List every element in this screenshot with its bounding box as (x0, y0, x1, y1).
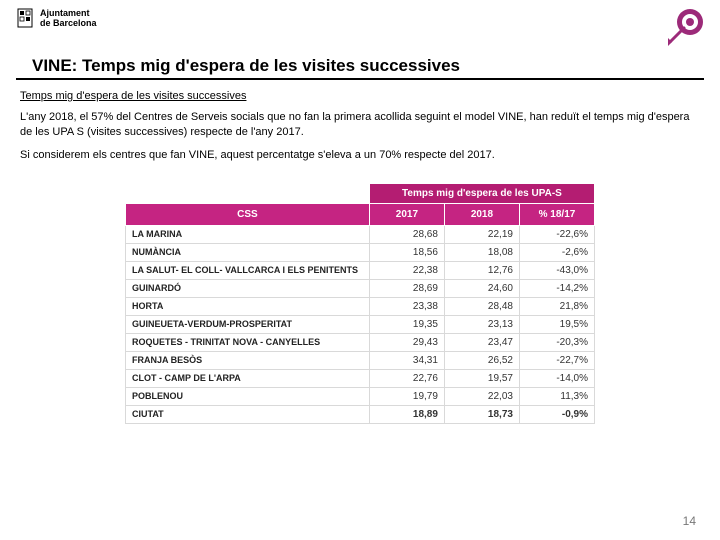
row-pct: -22,7% (519, 351, 594, 369)
row-pct: 11,3% (519, 387, 594, 405)
row-2017: 28,69 (369, 279, 444, 297)
table-row: LA SALUT- EL COLL- VALLCARCA I ELS PENIT… (126, 261, 595, 279)
row-2017: 18,56 (369, 243, 444, 261)
org-logo: Ajuntament de Barcelona (16, 8, 97, 30)
row-2017: 34,31 (369, 351, 444, 369)
row-2018: 18,08 (444, 243, 519, 261)
data-table: Temps mig d'espera de les UPA-S CSS 2017… (125, 183, 595, 424)
row-pct: -22,6% (519, 225, 594, 243)
table-spacer (126, 183, 370, 203)
table-row: LA MARINA28,6822,19-22,6% (126, 225, 595, 243)
table-row: CLOT - CAMP DE L'ARPA22,7619,57-14,0% (126, 369, 595, 387)
table-row: GUINARDÓ28,6924,60-14,2% (126, 279, 595, 297)
col-header-2017: 2017 (369, 203, 444, 225)
row-pct: -20,3% (519, 333, 594, 351)
table-super-header: Temps mig d'espera de les UPA-S (369, 183, 594, 203)
row-2018: 22,03 (444, 387, 519, 405)
total-2017: 18,89 (369, 405, 444, 423)
paragraph-2: Si considerem els centres que fan VINE, … (0, 148, 720, 171)
row-2018: 23,13 (444, 315, 519, 333)
table-row: GUINEUETA-VERDUM-PROSPERITAT19,3523,1319… (126, 315, 595, 333)
row-label: HORTA (126, 297, 370, 315)
paragraph-1: L'any 2018, el 57% del Centres de Servei… (0, 110, 720, 148)
row-2017: 28,68 (369, 225, 444, 243)
col-header-pct: % 18/17 (519, 203, 594, 225)
org-name-line2: de Barcelona (40, 19, 97, 29)
row-2018: 28,48 (444, 297, 519, 315)
row-2018: 12,76 (444, 261, 519, 279)
col-header-css: CSS (126, 203, 370, 225)
row-pct: -43,0% (519, 261, 594, 279)
shield-icon (16, 8, 34, 30)
row-label: FRANJA BESÒS (126, 351, 370, 369)
table-row: ROQUETES - TRINITAT NOVA - CANYELLES29,4… (126, 333, 595, 351)
row-pct: -14,0% (519, 369, 594, 387)
col-header-2018: 2018 (444, 203, 519, 225)
subtitle: Temps mig d'espera de les visites succes… (0, 90, 720, 110)
row-2017: 19,79 (369, 387, 444, 405)
row-2018: 24,60 (444, 279, 519, 297)
total-2018: 18,73 (444, 405, 519, 423)
row-label: LA MARINA (126, 225, 370, 243)
table-row: POBLENOU19,7922,0311,3% (126, 387, 595, 405)
row-2017: 19,35 (369, 315, 444, 333)
total-label: CIUTAT (126, 405, 370, 423)
page-number: 14 (683, 514, 696, 528)
row-label: POBLENOU (126, 387, 370, 405)
data-table-wrap: Temps mig d'espera de les UPA-S CSS 2017… (125, 183, 595, 424)
row-2017: 22,38 (369, 261, 444, 279)
row-2017: 23,38 (369, 297, 444, 315)
row-label: LA SALUT- EL COLL- VALLCARCA I ELS PENIT… (126, 261, 370, 279)
row-2018: 22,19 (444, 225, 519, 243)
table-row: NUMÀNCIA18,5618,08-2,6% (126, 243, 595, 261)
table-total-row: CIUTAT18,8918,73-0,9% (126, 405, 595, 423)
row-label: CLOT - CAMP DE L'ARPA (126, 369, 370, 387)
row-pct: -2,6% (519, 243, 594, 261)
total-pct: -0,9% (519, 405, 594, 423)
target-icon (664, 8, 704, 48)
row-2017: 29,43 (369, 333, 444, 351)
row-pct: 19,5% (519, 315, 594, 333)
row-pct: -14,2% (519, 279, 594, 297)
page-title: VINE: Temps mig d'espera de les visites … (32, 56, 688, 76)
row-label: GUINEUETA-VERDUM-PROSPERITAT (126, 315, 370, 333)
row-pct: 21,8% (519, 297, 594, 315)
row-label: GUINARDÓ (126, 279, 370, 297)
row-label: NUMÀNCIA (126, 243, 370, 261)
row-2018: 26,52 (444, 351, 519, 369)
table-row: HORTA23,3828,4821,8% (126, 297, 595, 315)
row-2018: 23,47 (444, 333, 519, 351)
row-2018: 19,57 (444, 369, 519, 387)
table-row: FRANJA BESÒS34,3126,52-22,7% (126, 351, 595, 369)
row-label: ROQUETES - TRINITAT NOVA - CANYELLES (126, 333, 370, 351)
page-title-block: VINE: Temps mig d'espera de les visites … (16, 52, 704, 80)
row-2017: 22,76 (369, 369, 444, 387)
